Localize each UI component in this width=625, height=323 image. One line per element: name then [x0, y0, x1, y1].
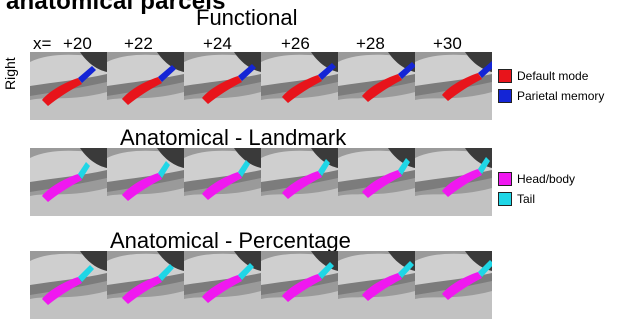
x-prefix-label: x= [33, 34, 52, 53]
brain-slice-panel [261, 52, 338, 120]
brain-slice-panel [261, 148, 338, 216]
legend-label: Parietal memory [517, 89, 605, 103]
landmark-legend: Head/body Tail [498, 169, 575, 209]
functional-legend: Default mode Parietal memory [498, 66, 604, 106]
legend-item: Tail [498, 189, 575, 209]
brain-slice-panel [415, 52, 492, 120]
x-position-label: +28 [356, 34, 385, 53]
x-position-label: +20 [63, 34, 92, 53]
brain-slice-panel [107, 148, 184, 216]
legend-swatch [498, 172, 512, 186]
legend-label: Default mode [517, 69, 589, 83]
legend-item: Parietal memory [498, 86, 604, 106]
brain-slice-panel [30, 148, 107, 216]
brain-slice-panel [107, 52, 184, 120]
row-title-landmark: Anatomical - Landmark [120, 125, 347, 150]
legend-swatch [498, 89, 512, 103]
brain-slice-panel [184, 251, 261, 319]
brain-slice-panel [261, 251, 338, 319]
legend-item: Default mode [498, 66, 604, 86]
legend-label: Tail [517, 192, 536, 206]
row-title-percentage: Anatomical - Percentage [110, 228, 351, 253]
x-position-label: +24 [203, 34, 232, 53]
percentage-slice-row [30, 251, 492, 319]
brain-slice-panel [415, 251, 492, 319]
brain-slice-panel [30, 251, 107, 319]
brain-slice-panel [338, 52, 415, 120]
landmark-slice-row [30, 148, 492, 216]
page-title: anatomical parcels [6, 0, 226, 15]
brain-slice-panel [338, 148, 415, 216]
brain-slice-panel [107, 251, 184, 319]
x-position-label: +26 [281, 34, 310, 53]
hemisphere-label: Right [2, 57, 18, 90]
brain-slice-panel [30, 52, 107, 120]
legend-swatch [498, 192, 512, 206]
row-title-functional: Functional [196, 5, 298, 30]
brain-slice-panel [415, 148, 492, 216]
legend-swatch [498, 69, 512, 83]
brain-slice-panel [184, 148, 261, 216]
brain-slice-panel [184, 52, 261, 120]
functional-slice-row [30, 52, 492, 120]
brain-slice-panel [338, 251, 415, 319]
legend-item: Head/body [498, 169, 575, 189]
x-position-label: +30 [433, 34, 462, 53]
legend-label: Head/body [517, 172, 576, 186]
x-position-label: +22 [124, 34, 153, 53]
